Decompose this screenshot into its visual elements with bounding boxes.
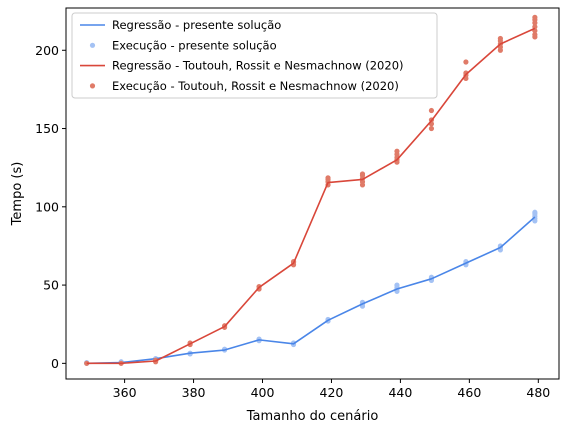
data-point — [497, 35, 503, 42]
y-tick-label: 150 — [35, 121, 59, 136]
y-tick-label: 50 — [43, 278, 59, 293]
x-tick-label: 440 — [388, 385, 412, 400]
legend-box — [71, 12, 438, 99]
legend-item: Execução - presente solução — [89, 38, 277, 52]
data-point — [359, 171, 366, 177]
plot-frame — [65, 7, 560, 380]
y-axis: 0 50 100 150 200 — [35, 43, 66, 371]
legend-label: Regressão - Toutouh, Rossit e Nesmachnow… — [112, 59, 404, 73]
data-point — [428, 107, 435, 114]
x-tick-label: 380 — [182, 385, 206, 400]
y-axis-label: Tempo (s) — [10, 162, 25, 227]
y-tick-label: 100 — [35, 199, 59, 214]
x-tick-label: 360 — [113, 385, 137, 400]
data-point — [325, 175, 331, 181]
data-point — [394, 282, 400, 288]
x-axis-label: Tamanho do cenário — [246, 409, 379, 424]
legend-label: Execução - Toutouh, Rossit e Nesmachnow … — [112, 79, 399, 93]
legend-item: Regressão - Toutouh, Rossit e Nesmachnow… — [80, 59, 404, 73]
legend: Regressão - presente solução Execução - p… — [71, 12, 438, 99]
x-tick-label: 400 — [251, 385, 275, 400]
data-point — [428, 125, 435, 132]
legend-label: Execução - presente solução — [112, 38, 277, 52]
data-point — [532, 14, 538, 20]
data-point — [463, 59, 469, 65]
x-tick-label: 460 — [457, 385, 481, 400]
plot-content — [84, 14, 538, 366]
legend-item: Regressão - presente solução — [80, 18, 281, 32]
data-point — [532, 209, 538, 215]
data-point — [532, 32, 538, 38]
data-point — [84, 360, 90, 366]
x-tick-label: 420 — [320, 385, 344, 400]
legend-marker-swatch — [89, 83, 96, 89]
series-line-2 — [86, 27, 536, 365]
series-points-1 — [84, 209, 538, 366]
data-point — [394, 148, 400, 154]
legend-item: Execução - Toutouh, Rossit e Nesmachnow … — [89, 79, 399, 93]
legend-marker-swatch — [89, 42, 96, 48]
x-tick-label: 480 — [526, 385, 550, 400]
legend-label: Regressão - presente solução — [112, 18, 281, 32]
x-axis: 360 380 400 420 440 460 480 — [113, 379, 550, 400]
y-tick-label: 200 — [35, 43, 59, 58]
series-line-0 — [86, 216, 536, 365]
y-tick-label: 0 — [51, 356, 59, 371]
